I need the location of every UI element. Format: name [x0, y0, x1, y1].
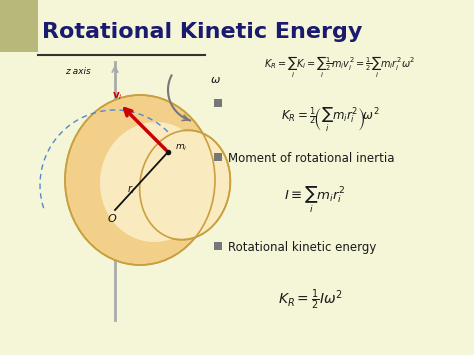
Ellipse shape: [140, 130, 230, 240]
Bar: [214, 99, 222, 107]
Ellipse shape: [65, 95, 215, 265]
Text: Moment of rotational inertia: Moment of rotational inertia: [228, 152, 394, 164]
Text: Rotational Kinetic Energy: Rotational Kinetic Energy: [42, 22, 363, 42]
Text: $r_i$: $r_i$: [127, 184, 135, 196]
Text: $\omega$: $\omega$: [210, 75, 221, 85]
Bar: [214, 242, 222, 250]
Ellipse shape: [100, 122, 210, 242]
Text: $K_R = \frac{1}{2} I\omega^2$: $K_R = \frac{1}{2} I\omega^2$: [278, 288, 342, 312]
Text: $I \equiv \sum_i m_i r_i^2$: $I \equiv \sum_i m_i r_i^2$: [284, 185, 346, 215]
Text: $\mathbf{v}_i$: $\mathbf{v}_i$: [112, 90, 123, 102]
Text: $K_R = \frac{1}{2}\!\left(\sum_i m_i r_i^2\right)\!\omega^2$: $K_R = \frac{1}{2}\!\left(\sum_i m_i r_i…: [281, 105, 379, 135]
Text: $O$: $O$: [107, 212, 117, 224]
Bar: [214, 153, 222, 161]
Text: $K_R = \sum_i K_i = \sum_i \frac{1}{2} m_i v_i^2 = \frac{1}{2} \sum_i m_i r_i^2 : $K_R = \sum_i K_i = \sum_i \frac{1}{2} m…: [264, 54, 416, 80]
Text: z axis: z axis: [65, 67, 91, 76]
Text: $m_i$: $m_i$: [175, 143, 188, 153]
Bar: [0, 0, 38, 52]
Text: Rotational kinetic energy: Rotational kinetic energy: [228, 240, 376, 253]
